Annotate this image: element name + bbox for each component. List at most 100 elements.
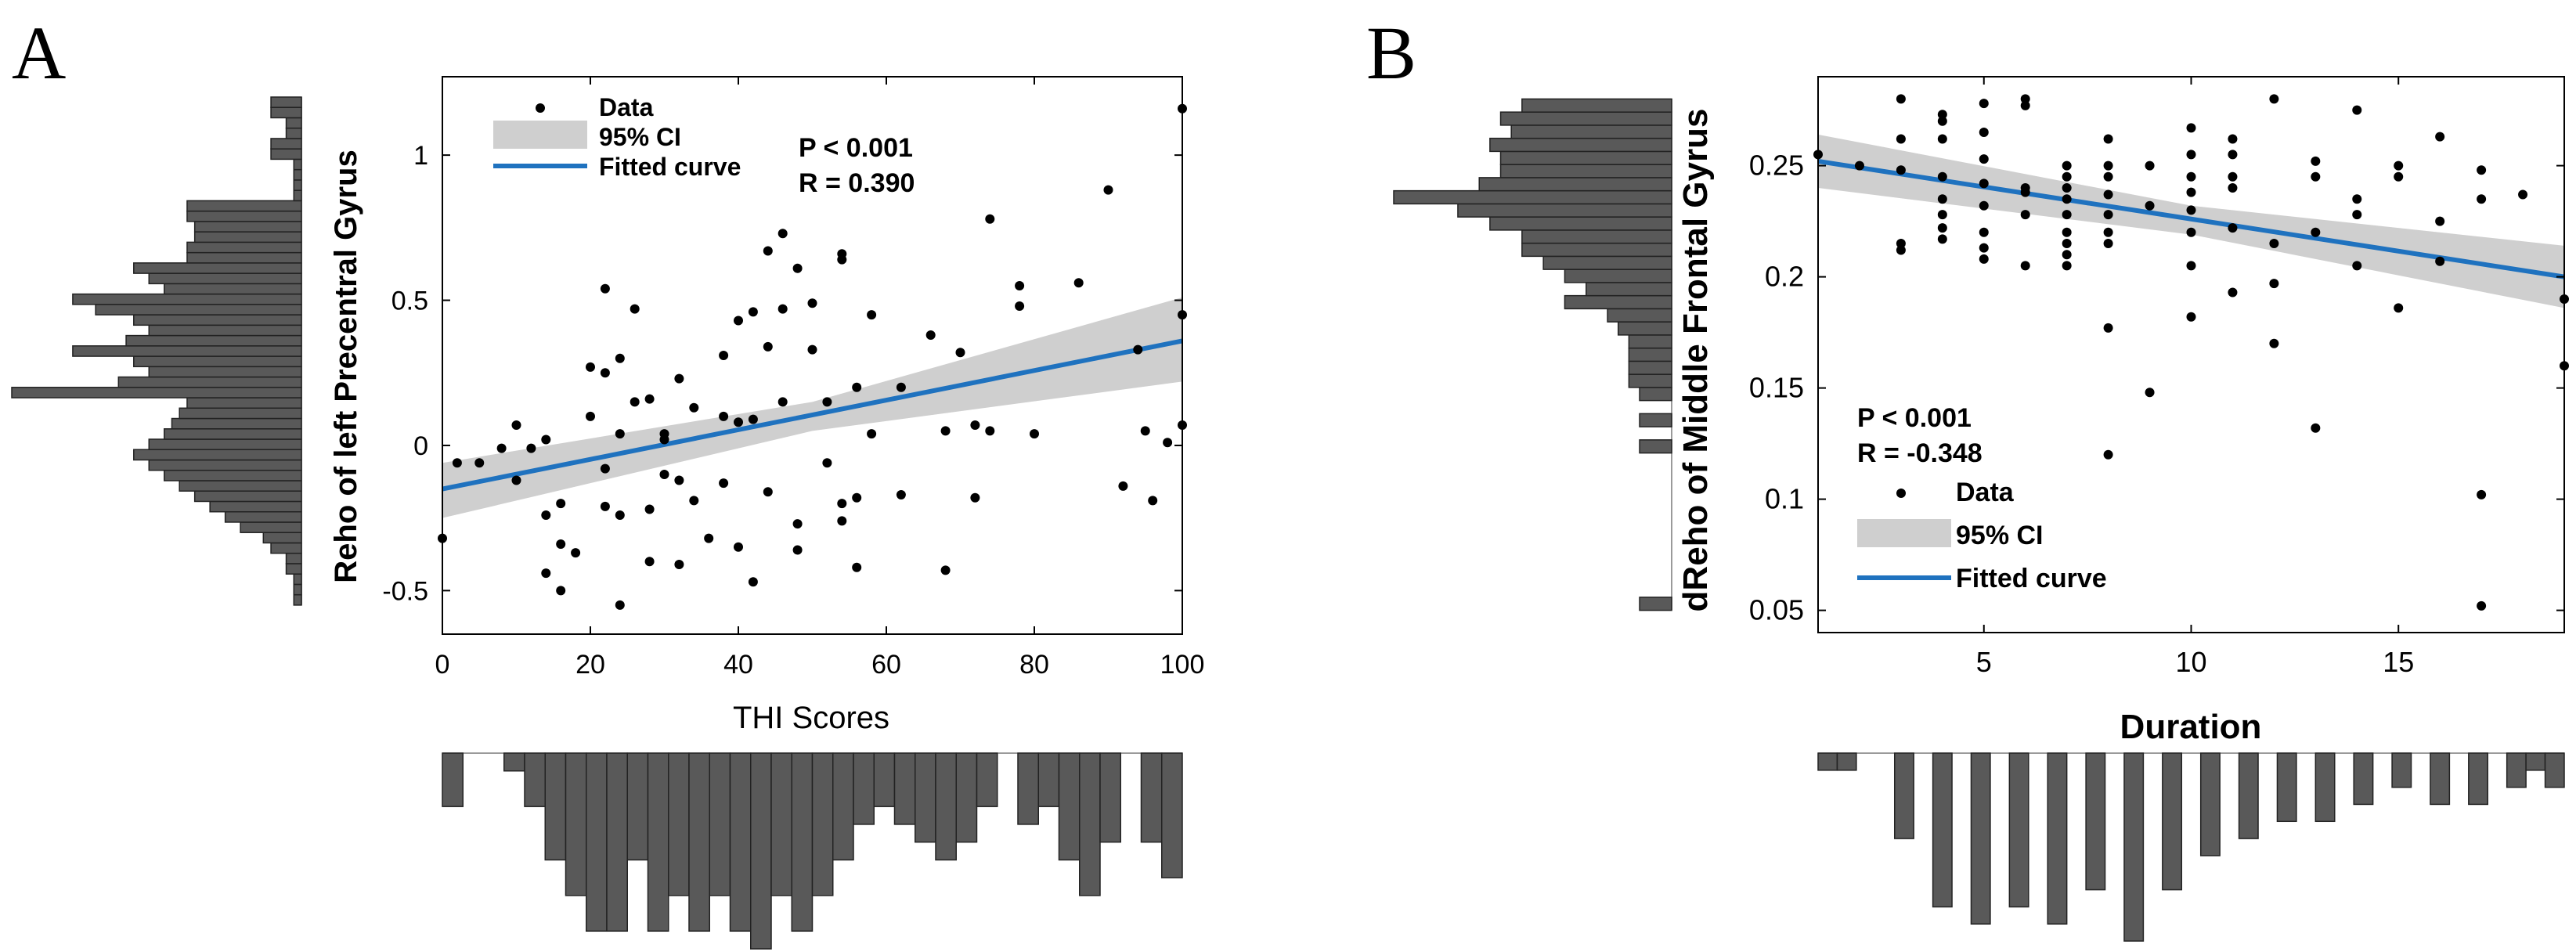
a-data-point xyxy=(807,344,817,355)
b-data-point xyxy=(1937,134,1947,144)
a-data-point xyxy=(792,263,803,273)
a-data-point xyxy=(852,562,862,572)
b-bottom-hist-bar xyxy=(2506,752,2527,788)
b-data-point xyxy=(1896,165,1906,175)
b-data-point xyxy=(1979,128,1989,137)
b-x-tick-label: 15 xyxy=(2383,646,2414,678)
a-data-point xyxy=(674,373,684,384)
a-data-point xyxy=(689,496,699,506)
a-data-point xyxy=(925,330,936,341)
a-side-hist-bar xyxy=(293,593,302,606)
a-data-point xyxy=(644,557,655,567)
a-data-point xyxy=(867,310,877,320)
a-y-tick-label: 1 xyxy=(413,141,428,171)
b-side-hist-bar xyxy=(1489,216,1672,231)
a-bottom-hist-bar xyxy=(544,752,567,861)
b-data-point xyxy=(2103,189,2113,200)
a-data-point xyxy=(600,368,610,378)
panel-b: B 5 10 15 0.05 0.1 0.15 0.2 0.25 Duration dReho… xyxy=(1366,11,2569,942)
a-data-point xyxy=(852,382,862,392)
a-data-point xyxy=(985,214,995,224)
a-data-point xyxy=(689,402,699,413)
a-data-point xyxy=(807,298,817,308)
a-data-point xyxy=(763,487,773,497)
b-data-point xyxy=(2435,132,2445,142)
b-data-point xyxy=(2269,338,2279,348)
a-data-point xyxy=(1133,344,1143,355)
a-bottom-hist-bar xyxy=(1017,752,1039,825)
a-data-point xyxy=(1015,301,1025,311)
a-data-point xyxy=(763,246,773,256)
b-side-hist-bar xyxy=(1607,308,1672,323)
a-data-point xyxy=(734,542,743,552)
b-data-point xyxy=(2186,123,2196,133)
b-side-hist-bar xyxy=(1542,255,1672,270)
b-side-hist-bar xyxy=(1639,387,1672,402)
a-data-point xyxy=(867,429,877,439)
a-data-point xyxy=(615,600,625,610)
b-data-point xyxy=(2477,165,2487,175)
panel-b-legend-data-marker xyxy=(1896,489,1906,498)
a-side-hist-bar xyxy=(262,532,302,544)
b-data-point xyxy=(1896,134,1906,144)
a-side-hist-bar xyxy=(224,510,302,523)
a-bottom-hist-bar xyxy=(955,752,978,843)
a-side-hist-bar xyxy=(186,241,302,254)
b-bottom-hist-bar xyxy=(2199,752,2221,856)
a-side-hist-bar xyxy=(163,428,302,440)
a-data-point xyxy=(1030,429,1039,439)
a-data-point xyxy=(704,533,714,543)
a-data-point xyxy=(474,458,485,468)
a-side-hist-bar xyxy=(270,148,302,160)
b-side-hist-bar xyxy=(1499,111,1672,126)
b-data-point xyxy=(2103,227,2113,237)
a-side-hist-bar xyxy=(186,210,302,222)
a-data-point xyxy=(1140,426,1150,436)
a-x-tick-label: 100 xyxy=(1160,650,1205,680)
panel-a-y-axis-label: Reho of left Precentral Gyrus xyxy=(329,150,363,582)
a-bottom-hist-bar xyxy=(853,752,875,825)
b-data-point xyxy=(2062,261,2072,271)
b-bottom-hist-bar xyxy=(2085,752,2106,891)
a-side-hist-bar xyxy=(148,324,302,337)
b-data-point xyxy=(2020,210,2030,220)
b-data-point xyxy=(2311,423,2321,433)
a-side-hist-bar xyxy=(148,366,302,378)
b-y-tick-label: 0.2 xyxy=(1765,261,1804,293)
b-data-point xyxy=(2103,449,2113,460)
b-data-point xyxy=(1979,227,1989,237)
panel-a-data-points xyxy=(438,103,1187,610)
a-data-point xyxy=(734,417,743,427)
a-bottom-hist-bar xyxy=(1140,752,1163,843)
b-bottom-hist-bar xyxy=(2430,752,2451,806)
b-data-point xyxy=(2062,160,2072,171)
a-side-hist-bar xyxy=(209,500,302,513)
b-data-point xyxy=(2228,183,2238,193)
a-data-point xyxy=(511,475,521,485)
b-data-point xyxy=(2020,100,2030,110)
b-side-hist-bar xyxy=(1628,347,1672,362)
b-data-point xyxy=(2062,194,2072,204)
panel-b-legend-ci-label: 95% CI xyxy=(1956,521,2044,550)
a-data-point xyxy=(644,394,655,404)
a-bottom-hist-bar xyxy=(503,752,525,772)
b-data-point xyxy=(1937,171,1947,182)
a-data-point xyxy=(1103,185,1113,195)
a-side-hist-bar xyxy=(285,563,302,575)
panel-a-legend-fit-label: Fitted curve xyxy=(599,153,741,181)
a-side-hist-bar xyxy=(95,304,302,316)
panel-b-r-value: R = -0.348 xyxy=(1857,438,1983,468)
panel-a-r-value: R = 0.390 xyxy=(799,168,915,198)
a-data-point xyxy=(586,362,595,372)
a-x-tick-label: 80 xyxy=(1019,650,1049,680)
a-data-point xyxy=(630,397,640,407)
a-data-point xyxy=(719,351,729,360)
b-side-hist-bar xyxy=(1489,137,1672,153)
b-data-point xyxy=(1979,99,1989,109)
a-side-hist-bar xyxy=(133,449,302,461)
a-bottom-hist-bar xyxy=(811,752,834,896)
a-bottom-hist-bar xyxy=(1079,752,1101,896)
b-data-point xyxy=(2311,156,2321,166)
a-bottom-hist-bar xyxy=(873,752,896,807)
